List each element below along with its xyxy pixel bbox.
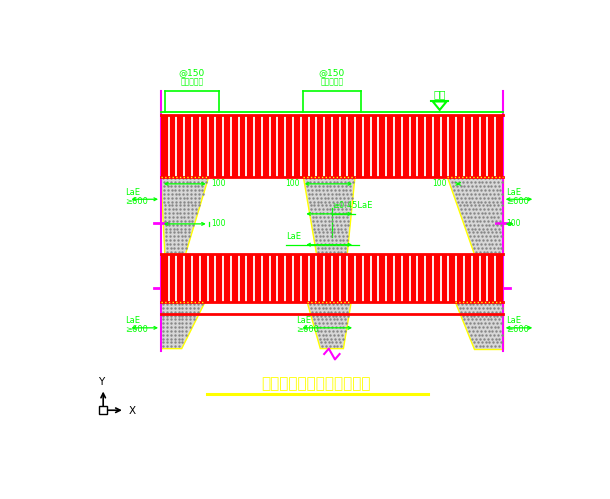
Text: LaE: LaE xyxy=(506,188,521,197)
Text: LaE: LaE xyxy=(126,188,140,197)
Text: X: X xyxy=(129,406,135,416)
Polygon shape xyxy=(307,302,351,349)
Text: 100: 100 xyxy=(285,179,300,188)
Text: 直径间距中: 直径间距中 xyxy=(320,77,343,86)
Text: 剪力墙双门洞连梁配筋构造: 剪力墙双门洞连梁配筋构造 xyxy=(262,376,371,391)
Text: ≥600: ≥600 xyxy=(506,325,529,334)
Text: ≥0.45LaE: ≥0.45LaE xyxy=(332,201,372,210)
Text: @150: @150 xyxy=(179,68,205,77)
Text: @150: @150 xyxy=(319,68,345,77)
Text: LaE: LaE xyxy=(296,316,310,325)
Text: ≥600: ≥600 xyxy=(126,197,148,206)
Text: ≥600: ≥600 xyxy=(296,325,318,334)
Text: 100: 100 xyxy=(211,179,226,188)
Text: 100: 100 xyxy=(506,220,520,229)
Polygon shape xyxy=(303,177,355,254)
Polygon shape xyxy=(447,177,503,254)
Text: 100: 100 xyxy=(432,179,447,188)
Text: 屋顶: 屋顶 xyxy=(434,89,446,99)
Polygon shape xyxy=(161,177,209,254)
Polygon shape xyxy=(455,302,503,349)
Text: Y: Y xyxy=(99,377,105,387)
Text: LaE: LaE xyxy=(126,316,140,325)
Polygon shape xyxy=(161,302,205,349)
Text: LaE: LaE xyxy=(506,316,521,325)
Text: LaE: LaE xyxy=(285,233,301,242)
Bar xyxy=(161,115,503,177)
Text: ≥600: ≥600 xyxy=(506,197,529,206)
Bar xyxy=(99,406,107,414)
Text: 100: 100 xyxy=(211,220,226,229)
Text: ≥600: ≥600 xyxy=(126,325,148,334)
Text: 直径间距中: 直径间距中 xyxy=(180,77,203,86)
Bar xyxy=(161,254,503,302)
